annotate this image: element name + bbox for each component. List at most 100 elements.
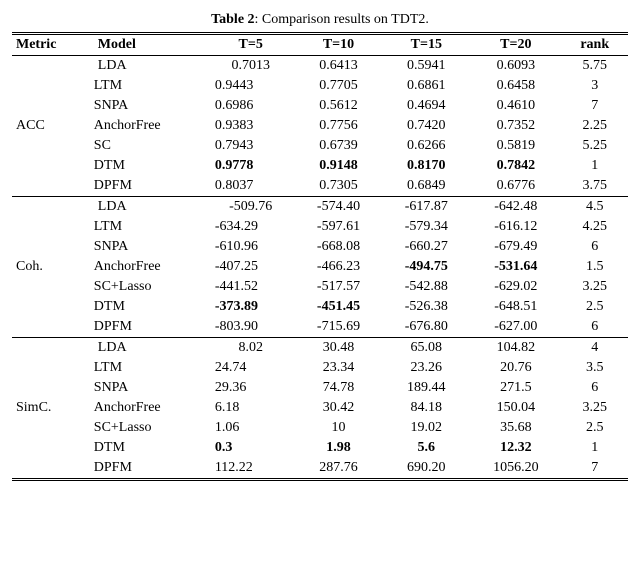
value-cell: 10 [295, 418, 383, 438]
value-cell: 0.6413 [295, 56, 383, 77]
table-body: ACCLDA0.70130.64130.59410.60935.75 LTM 0.9… [12, 56, 628, 480]
table-row: LTM24.7423.3423.2620.763.5 [12, 358, 628, 378]
value-cell: 1056.20 [470, 458, 561, 480]
value-cell: -579.34 [382, 217, 470, 237]
model-cell: AnchorFree [90, 116, 207, 136]
value-cell: -616.12 [470, 217, 561, 237]
value-cell: -526.38 [382, 297, 470, 317]
value-cell: 6 [561, 237, 628, 257]
value-cell: 690.20 [382, 458, 470, 480]
value-cell: 19.02 [382, 418, 470, 438]
model-cell: DPFM [90, 458, 207, 480]
value-cell: 0.7705 [295, 76, 383, 96]
value-cell: 35.68 [470, 418, 561, 438]
value-cell: 3.25 [561, 398, 628, 418]
table-row: SC+Lasso1.061019.0235.682.5 [12, 418, 628, 438]
value-cell: 0.8037 [207, 176, 295, 197]
value-cell: -451.45 [295, 297, 383, 317]
value-cell: 0.3 [207, 438, 295, 458]
value-cell: -373.89 [207, 297, 295, 317]
value-cell: 4.25 [561, 217, 628, 237]
value-cell: 0.6093 [470, 56, 561, 77]
model-cell: DPFM [90, 176, 207, 197]
value-cell: 112.22 [207, 458, 295, 480]
value-cell: -803.90 [207, 317, 295, 338]
value-cell: 0.8170 [382, 156, 470, 176]
column-header: T=15 [382, 34, 470, 56]
table-row: ACCLDA0.70130.64130.59410.60935.75 [12, 56, 628, 77]
value-cell: 271.5 [470, 378, 561, 398]
column-header: T=10 [295, 34, 383, 56]
value-cell: -542.88 [382, 277, 470, 297]
value-cell: 2.25 [561, 116, 628, 136]
value-cell: 8.02 [207, 338, 295, 359]
value-cell: -679.49 [470, 237, 561, 257]
value-cell: 0.6266 [382, 136, 470, 156]
value-cell: 20.76 [470, 358, 561, 378]
value-cell: 1 [561, 438, 628, 458]
table-row: DTM-373.89-451.45-526.38-648.512.5 [12, 297, 628, 317]
value-cell: 0.5612 [295, 96, 383, 116]
table-row: AnchorFree0.93830.77560.74200.73522.25 [12, 116, 628, 136]
value-cell: -634.29 [207, 217, 295, 237]
value-cell: 6 [561, 317, 628, 338]
value-cell: 24.74 [207, 358, 295, 378]
model-cell: SC [90, 136, 207, 156]
table-row: DTM0.31.985.612.321 [12, 438, 628, 458]
value-cell: 0.9383 [207, 116, 295, 136]
table-row: DTM0.97780.91480.81700.78421 [12, 156, 628, 176]
value-cell: 3 [561, 76, 628, 96]
value-cell: -668.08 [295, 237, 383, 257]
model-cell: LDA [90, 56, 207, 77]
model-cell: DTM [90, 297, 207, 317]
value-cell: 0.7756 [295, 116, 383, 136]
value-cell: 12.32 [470, 438, 561, 458]
value-cell: 5.25 [561, 136, 628, 156]
value-cell: -648.51 [470, 297, 561, 317]
value-cell: 0.6849 [382, 176, 470, 197]
value-cell: 30.42 [295, 398, 383, 418]
value-cell: 0.9443 [207, 76, 295, 96]
model-cell: SNPA [90, 378, 207, 398]
model-cell: LTM [90, 358, 207, 378]
value-cell: -597.61 [295, 217, 383, 237]
value-cell: 65.08 [382, 338, 470, 359]
value-cell: 3.5 [561, 358, 628, 378]
value-cell: 0.7305 [295, 176, 383, 197]
value-cell: 0.5819 [470, 136, 561, 156]
model-cell: SNPA [90, 96, 207, 116]
table-row: Coh.LDA-509.76-574.40-617.87-642.484.5 [12, 197, 628, 218]
model-cell: LTM [90, 217, 207, 237]
value-cell: -407.25 [207, 257, 295, 277]
value-cell: 0.7420 [382, 116, 470, 136]
value-cell: -531.64 [470, 257, 561, 277]
model-cell: SC+Lasso [90, 418, 207, 438]
value-cell: -574.40 [295, 197, 383, 218]
value-cell: 0.4694 [382, 96, 470, 116]
metric-cell: Coh. [12, 197, 90, 338]
caption-rest: : Comparison results on TDT2. [255, 12, 429, 27]
value-cell: 2.5 [561, 297, 628, 317]
column-header: T=5 [207, 34, 295, 56]
table-row: LTM0.94430.77050.68610.64583 [12, 76, 628, 96]
value-cell: 0.6458 [470, 76, 561, 96]
value-cell: 29.36 [207, 378, 295, 398]
value-cell: 0.7013 [207, 56, 295, 77]
results-table: MetricModelT=5T=10T=15T=20rank ACCLDA0.7… [12, 32, 628, 481]
value-cell: 1 [561, 156, 628, 176]
model-cell: AnchorFree [90, 398, 207, 418]
table-row: DPFM112.22287.76690.201056.207 [12, 458, 628, 480]
column-header: rank [561, 34, 628, 56]
value-cell: -660.27 [382, 237, 470, 257]
value-cell: 1.98 [295, 438, 383, 458]
value-cell: 23.26 [382, 358, 470, 378]
value-cell: 5.6 [382, 438, 470, 458]
value-cell: 0.7352 [470, 116, 561, 136]
table-row: SNPA29.3674.78189.44271.56 [12, 378, 628, 398]
caption-bold: Table 2 [211, 12, 254, 27]
table-row: DPFM0.80370.73050.68490.67763.75 [12, 176, 628, 197]
value-cell: 1.5 [561, 257, 628, 277]
value-cell: 3.75 [561, 176, 628, 197]
table-row: AnchorFree-407.25-466.23-494.75-531.641.… [12, 257, 628, 277]
value-cell: 74.78 [295, 378, 383, 398]
